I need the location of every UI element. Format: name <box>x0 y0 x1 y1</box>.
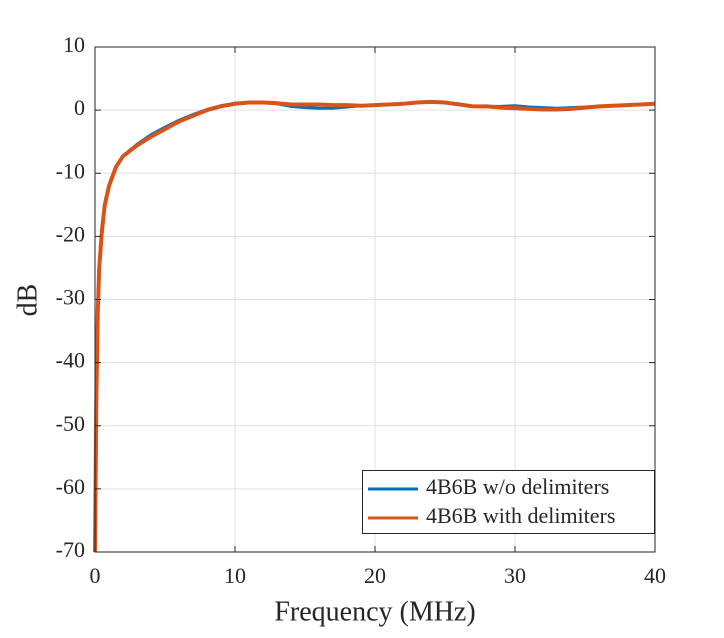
x-tick-label: 20 <box>364 563 386 588</box>
x-tick-label: 0 <box>90 563 101 588</box>
series-line <box>93 99 656 553</box>
y-tick-label: -40 <box>56 348 85 373</box>
x-tick-label: 40 <box>644 563 666 588</box>
y-tick-label: -10 <box>56 158 85 183</box>
y-tick-label: 10 <box>63 32 85 57</box>
y-tick-label: -30 <box>56 285 85 310</box>
x-tick-label: 30 <box>504 563 526 588</box>
legend-label: 4B6B w/o delimiters <box>426 474 609 499</box>
x-axis-label: Frequency (MHz) <box>274 596 475 627</box>
legend-box <box>362 470 655 534</box>
y-tick-label: -60 <box>56 474 85 499</box>
y-tick-label: -20 <box>56 221 85 246</box>
legend: 4B6B w/o delimiters 4B6B with delimiters <box>362 470 655 534</box>
y-axis-label: dB <box>12 284 43 317</box>
y-tick-label: -50 <box>56 411 85 436</box>
y-tick-label: 0 <box>74 95 85 120</box>
x-tick-label: 10 <box>224 563 246 588</box>
y-tick-label: -70 <box>56 537 85 562</box>
legend-label: 4B6B with delimiters <box>426 503 615 528</box>
